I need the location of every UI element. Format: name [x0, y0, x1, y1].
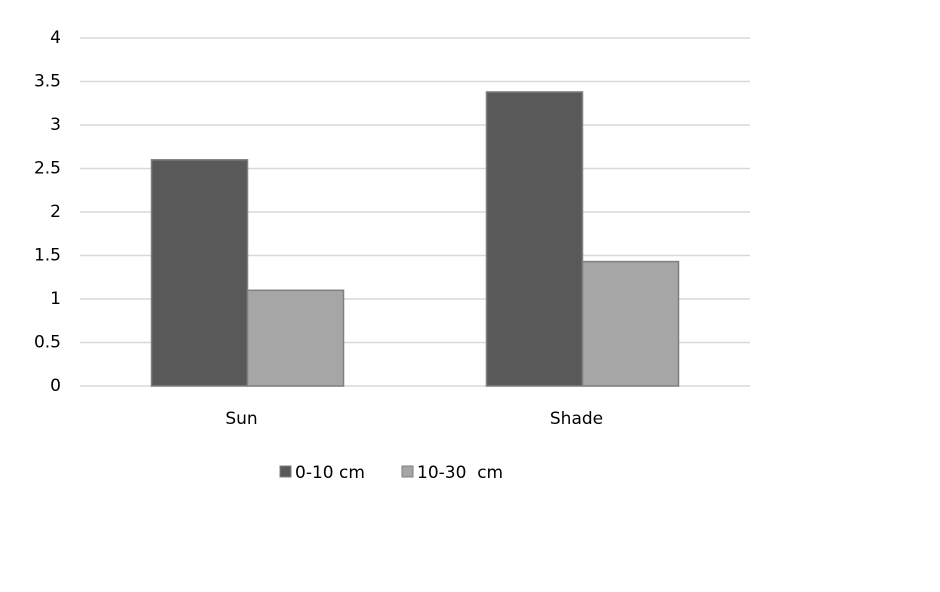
bar	[150, 159, 249, 387]
y-tick-label: 0.5	[34, 333, 61, 353]
y-tick-label: 2.5	[34, 159, 61, 179]
legend-label: 10-30 cm	[417, 463, 503, 483]
bar	[246, 289, 345, 387]
x-tick-label: Shade	[550, 409, 603, 429]
y-tick-label: 2	[50, 202, 61, 222]
y-tick-label: 3	[50, 115, 61, 135]
y-tick-label: 1.5	[34, 246, 61, 266]
y-tick-label: 1	[50, 289, 61, 309]
bar	[581, 260, 680, 387]
y-tick-label: 3.5	[34, 72, 61, 92]
legend-swatch	[401, 465, 414, 478]
bar	[485, 91, 584, 387]
x-tick-label: Sun	[225, 409, 257, 429]
legend-swatch	[279, 465, 292, 478]
legend-label: 0-10 cm	[295, 463, 365, 483]
y-tick-label: 4	[50, 28, 61, 48]
y-tick-label: 0	[50, 376, 61, 396]
